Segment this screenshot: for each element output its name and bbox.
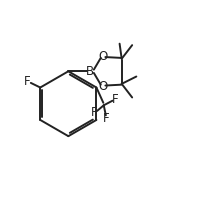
Text: F: F	[112, 93, 119, 106]
Text: O: O	[98, 80, 107, 93]
Text: F: F	[103, 112, 109, 125]
Text: O: O	[98, 50, 107, 63]
Text: F: F	[24, 75, 31, 88]
Text: F: F	[91, 106, 98, 119]
Text: B: B	[86, 65, 94, 78]
